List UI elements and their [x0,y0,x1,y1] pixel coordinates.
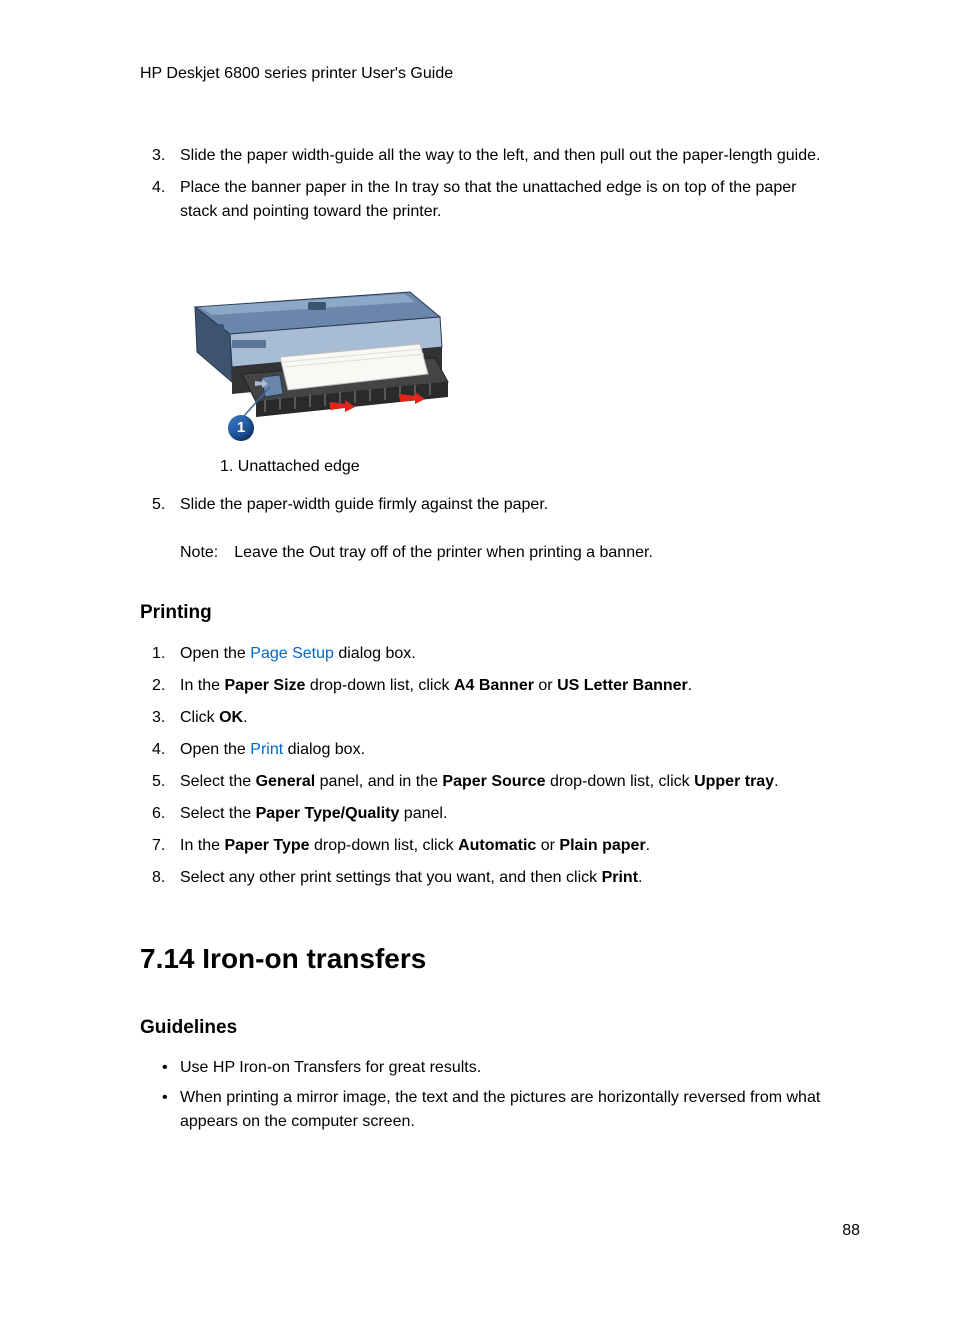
step-number: 3. [152,706,165,730]
note-text: Leave the Out tray off of the printer wh… [234,541,653,565]
printing-steps-list: 1. Open the Page Setup dialog box. 2. In… [140,642,829,890]
printing-step-3: 3. Click OK. [180,706,829,730]
text-mid: or [536,837,559,854]
step-number: 5. [152,493,165,517]
text-pre: Open the [180,741,250,758]
callout-badge: 1 [228,415,254,441]
bold-text: Print [602,869,638,886]
text-post: dialog box. [283,741,365,758]
text-post: panel. [399,805,447,822]
step-3: 3. Slide the paper width-guide all the w… [180,144,829,168]
bold-text: A4 Banner [454,677,534,694]
print-link[interactable]: Print [250,741,283,758]
bullet-2: When printing a mirror image, the text a… [180,1086,829,1134]
step-number: 2. [152,674,165,698]
step-number: 3. [152,144,165,168]
guidelines-heading: Guidelines [140,1014,829,1043]
text-post: . [774,773,778,790]
bold-text: Paper Size [224,677,305,694]
bold-text: Plain paper [559,837,645,854]
text-post: . [243,709,247,726]
image-caption: 1. Unattached edge [220,455,829,479]
text-mid: or [534,677,557,694]
printing-step-4: 4. Open the Print dialog box. [180,738,829,762]
bold-text: Automatic [458,837,536,854]
bullet-1: Use HP Iron-on Transfers for great resul… [180,1056,829,1080]
text-post: . [688,677,692,694]
text-mid: panel, and in the [315,773,442,790]
step-number: 4. [152,176,165,200]
printing-step-8: 8. Select any other print settings that … [180,866,829,890]
printing-step-1: 1. Open the Page Setup dialog box. [180,642,829,666]
step-number: 4. [152,738,165,762]
bold-text: Paper Source [442,773,545,790]
document-header: HP Deskjet 6800 series printer User's Gu… [140,62,829,86]
text-pre: Open the [180,645,250,662]
bold-text: Upper tray [694,773,774,790]
text-mid: drop-down list, click [310,837,459,854]
text-post: dialog box. [334,645,416,662]
guidelines-bullets: Use HP Iron-on Transfers for great resul… [140,1056,829,1134]
bold-text: OK [219,709,243,726]
step-4: 4. Place the banner paper in the In tray… [180,176,829,224]
step-number: 1. [152,642,165,666]
printing-step-7: 7. In the Paper Type drop-down list, cli… [180,834,829,858]
step-5: 5. Slide the paper-width guide firmly ag… [180,493,829,517]
step-text: Place the banner paper in the In tray so… [180,179,796,220]
printing-step-5: 5. Select the General panel, and in the … [180,770,829,794]
text-mid: drop-down list, click [546,773,695,790]
page-setup-link[interactable]: Page Setup [250,645,334,662]
bold-text: Paper Type [224,837,309,854]
text-pre: Select the [180,805,256,822]
text-pre: In the [180,837,224,854]
printer-icon [170,252,470,427]
text-pre: Click [180,709,219,726]
chapter-heading: 7.14 Iron-on transfers [140,938,829,980]
step-text: Slide the paper width-guide all the way … [180,147,820,164]
text-post: . [646,837,650,854]
text-post: . [638,869,642,886]
step-number: 6. [152,802,165,826]
step-5-list: 5. Slide the paper-width guide firmly ag… [140,493,829,517]
printing-step-2: 2. In the Paper Size drop-down list, cli… [180,674,829,698]
printer-illustration: 1 [170,252,470,427]
step-number: 5. [152,770,165,794]
bold-text: US Letter Banner [557,677,688,694]
printing-step-6: 6. Select the Paper Type/Quality panel. [180,802,829,826]
step-text: Slide the paper-width guide firmly again… [180,496,548,513]
step-number: 7. [152,834,165,858]
text-mid: drop-down list, click [305,677,454,694]
printing-heading: Printing [140,599,829,628]
bold-text: General [256,773,316,790]
step-number: 8. [152,866,165,890]
text-pre: Select any other print settings that you… [180,869,602,886]
note-label: Note: [180,541,218,565]
text-pre: In the [180,677,224,694]
text-pre: Select the [180,773,256,790]
page-number: 88 [842,1219,860,1243]
top-steps-list: 3. Slide the paper width-guide all the w… [140,144,829,224]
bold-text: Paper Type/Quality [256,805,400,822]
note-block: Note: Leave the Out tray off of the prin… [180,541,829,565]
